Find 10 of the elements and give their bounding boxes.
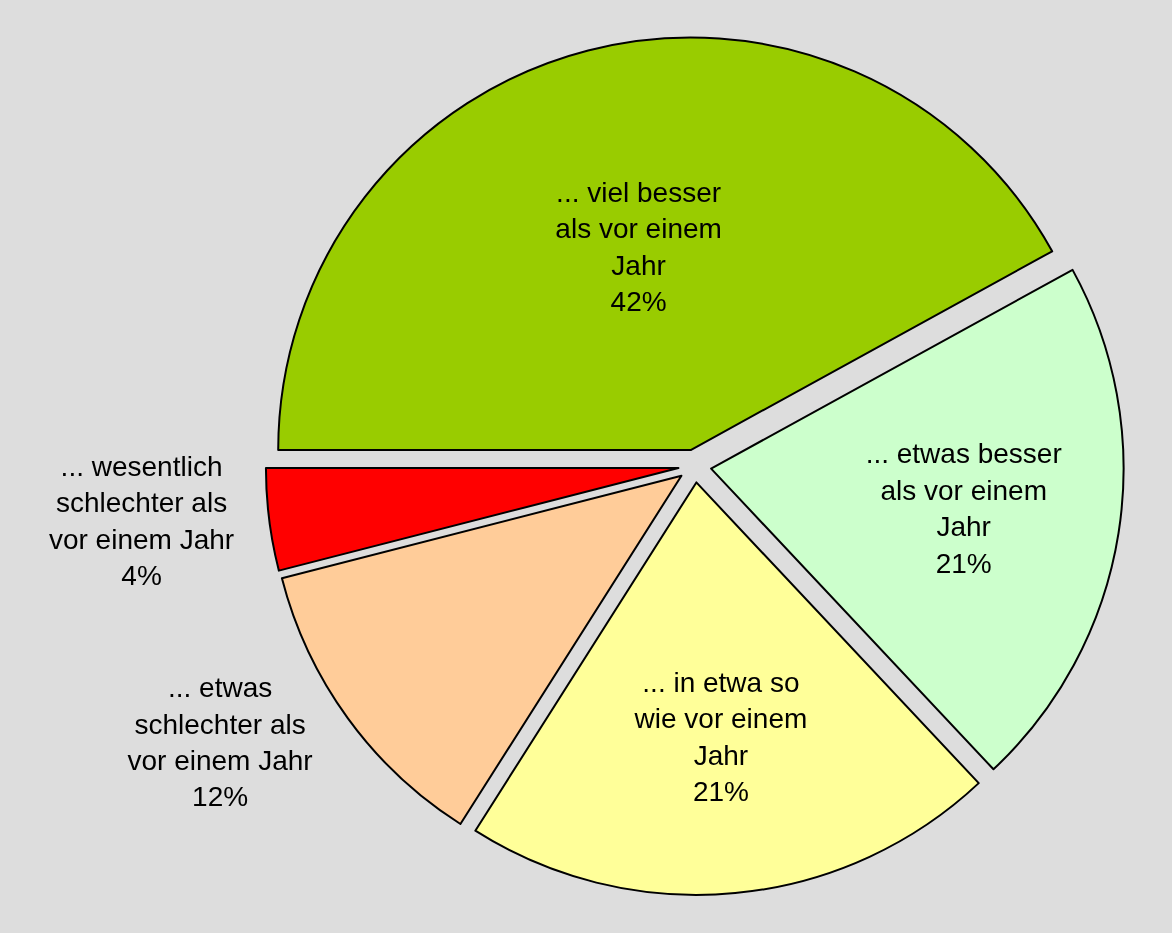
data-label: 21% bbox=[935, 547, 992, 579]
slice-label: ... wesentlich schlechter als vor einem Jahr bbox=[48, 450, 235, 555]
slice-label: ... viel besser als vor einem Jahr bbox=[555, 176, 722, 281]
data-label: 12% bbox=[192, 781, 249, 813]
data-label: 42% bbox=[610, 286, 667, 318]
slice-label: ... in etwa so wie vor einem Jahr bbox=[633, 666, 808, 771]
data-label: 21% bbox=[692, 776, 749, 808]
slice-label: ... etwas besser als vor einem Jahr bbox=[865, 438, 1062, 543]
slice-label: ... etwas schlechter als vor einem Jahr bbox=[127, 672, 313, 777]
data-label: 4% bbox=[121, 559, 162, 591]
